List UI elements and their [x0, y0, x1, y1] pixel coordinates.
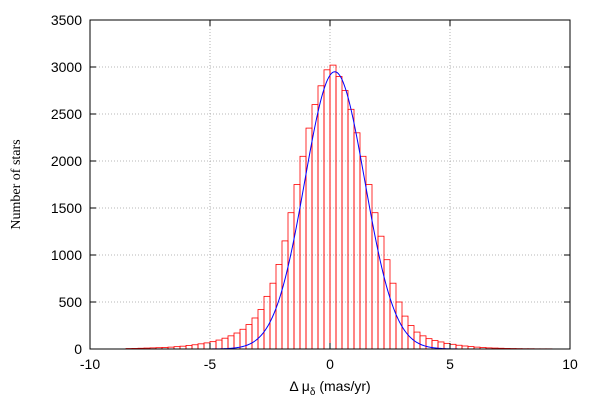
histogram-bar: [341, 90, 349, 350]
x-tick-label: 5: [446, 356, 454, 372]
histogram-bars: [125, 64, 565, 350]
x-axis-label-prefix: Δ μ: [289, 378, 310, 394]
y-tick-label: 2500: [51, 106, 82, 122]
y-tick-label: 3000: [51, 59, 82, 75]
histogram-bar: [335, 76, 343, 350]
histogram-bar: [347, 108, 355, 350]
histogram-bar: [389, 282, 397, 350]
histogram-bar: [185, 345, 193, 350]
histogram-bar: [371, 212, 379, 350]
histogram-bar: [407, 325, 415, 350]
y-tick-label: 1500: [51, 200, 82, 216]
y-tick-label: 0: [74, 341, 82, 357]
histogram-bar: [317, 85, 325, 350]
x-tick-label: 0: [326, 356, 334, 372]
histogram-bar: [365, 184, 373, 350]
y-axis-label: Number of stars: [9, 139, 24, 229]
histogram-bar: [287, 212, 295, 350]
histogram-bar: [227, 335, 235, 350]
histogram-bar: [383, 259, 391, 350]
y-tick-label: 500: [59, 294, 83, 310]
histogram-bar: [419, 335, 427, 350]
histogram-bar: [233, 332, 241, 350]
x-tick-label: -5: [204, 356, 217, 372]
histogram-bar: [251, 317, 259, 350]
x-axis-label-subscript: δ: [310, 387, 316, 398]
histogram-bar: [209, 341, 217, 350]
histogram-bar: [281, 240, 289, 350]
x-axis-label: Δ μδ (mas/yr): [289, 378, 370, 398]
histogram-bar: [449, 343, 457, 350]
histogram-bar: [353, 132, 361, 350]
histogram-bar: [203, 342, 211, 350]
histogram-bar: [323, 69, 331, 350]
histogram-bar: [311, 104, 319, 350]
histogram-bar: [215, 339, 223, 350]
histogram-bar: [221, 337, 229, 350]
x-tick-label: -10: [80, 356, 100, 372]
histogram-bar: [329, 64, 337, 350]
x-axis-label-suffix: (mas/yr): [315, 378, 370, 394]
histogram-bar: [443, 342, 451, 350]
x-tick-label: 10: [562, 356, 578, 372]
histogram-bar: [197, 343, 205, 350]
histogram-bar: [191, 344, 199, 350]
y-tick-label: 2000: [51, 153, 82, 169]
histogram-bar: [257, 309, 265, 350]
histogram-bar: [299, 155, 307, 350]
axis-ticks: -10 -5 0 5 10 0 500 1000 1500 2000 2500 3000 3500: [51, 12, 578, 372]
histogram-bar: [293, 184, 301, 350]
histogram-bar: [263, 295, 271, 350]
histogram-bar: [401, 315, 409, 350]
y-tick-label: 1000: [51, 247, 82, 263]
y-tick-label: 3500: [51, 12, 82, 28]
